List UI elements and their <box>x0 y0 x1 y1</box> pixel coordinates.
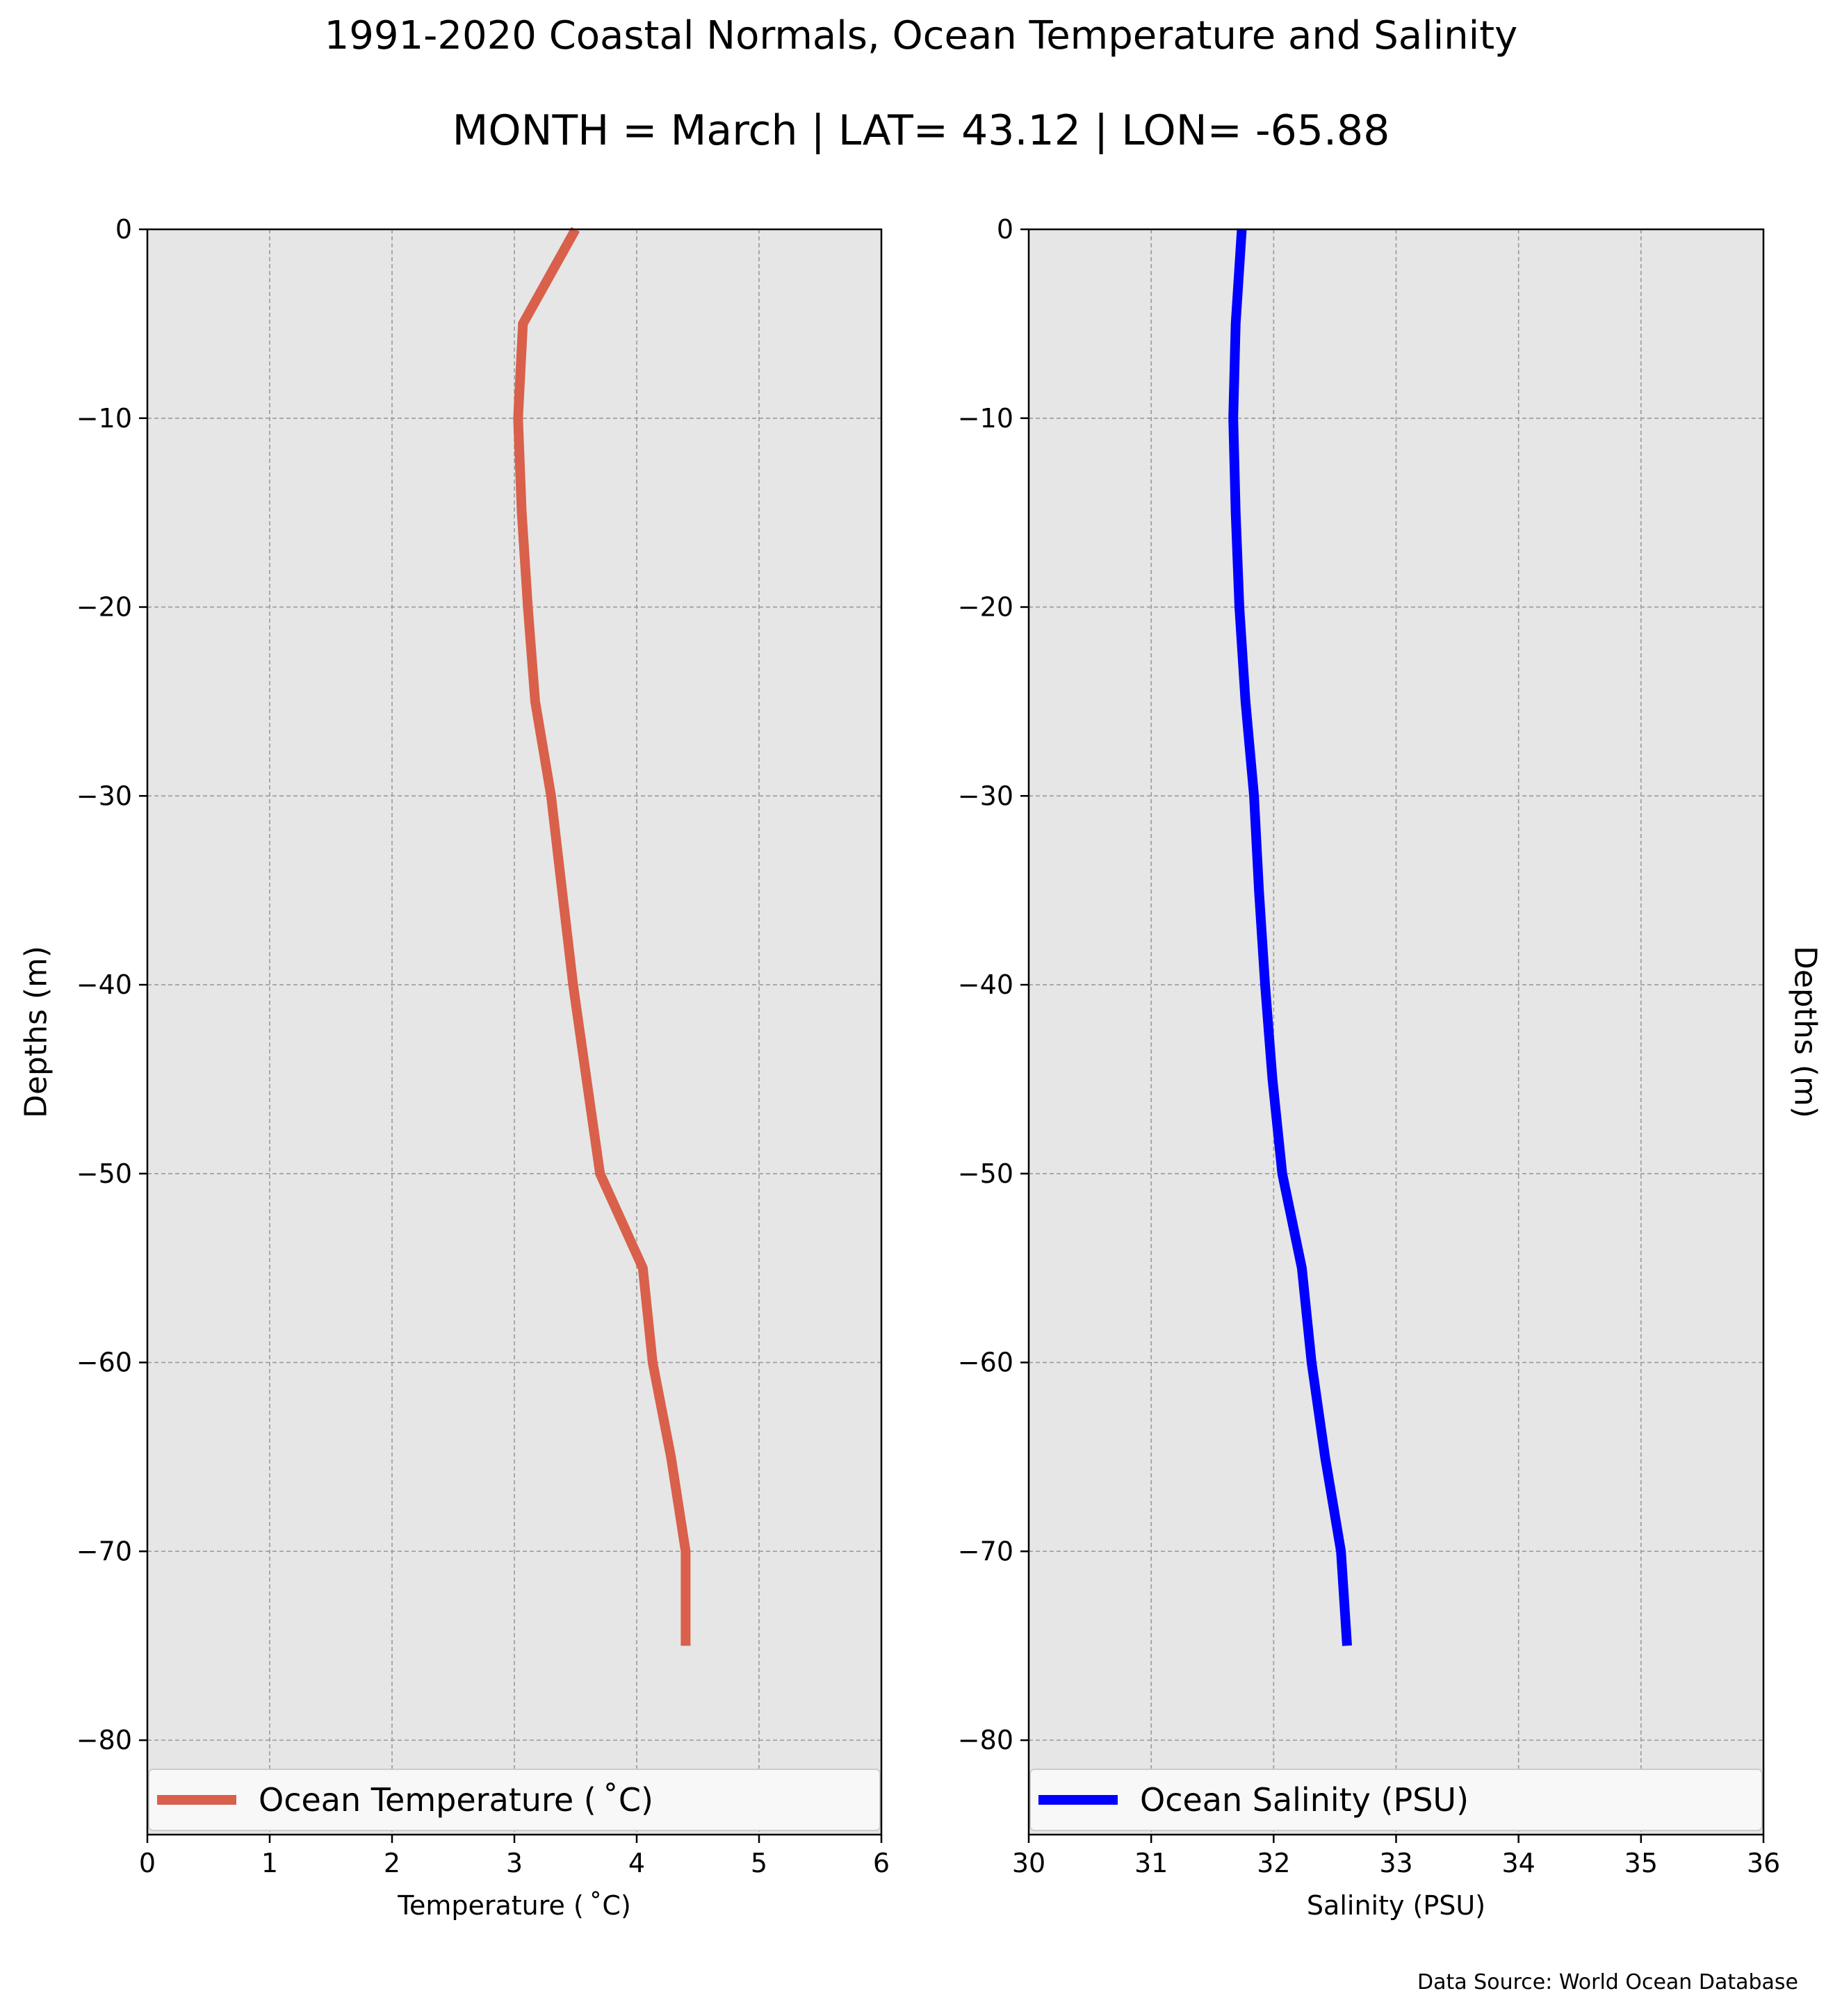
temperature-y-tick-label: −30 <box>76 780 132 811</box>
data-source-footer: Data Source: World Ocean Database <box>1417 1970 1798 1994</box>
temperature-x-tick-label: 4 <box>628 1848 645 1878</box>
salinity-y-tick-label: −40 <box>958 969 1013 1000</box>
temperature-y-ticks: 0 −10 −20 −30 −40 −50 −60 −70 −80 <box>76 214 147 1755</box>
salinity-y-axis-label: Depths (m) <box>1788 946 1823 1118</box>
salinity-y-tick-label: −70 <box>958 1536 1013 1566</box>
figure-title: 1991-2020 Coastal Normals, Ocean Tempera… <box>325 13 1518 58</box>
salinity-legend: Ocean Salinity (PSU) <box>1029 1769 1763 1831</box>
temperature-y-tick-label: −40 <box>76 969 132 1000</box>
salinity-x-tick-label: 34 <box>1501 1848 1535 1878</box>
salinity-x-ticks: 30 31 32 33 34 35 36 <box>1012 1835 1780 1878</box>
temperature-x-axis-label: Temperature ( ˚C) <box>397 1890 631 1921</box>
salinity-x-tick-label: 31 <box>1134 1848 1168 1878</box>
salinity-y-tick-label: −50 <box>958 1158 1013 1189</box>
temperature-y-tick-label: −50 <box>76 1158 132 1189</box>
temperature-x-ticks: 0 1 2 3 4 5 6 <box>139 1835 890 1878</box>
temperature-x-tick-label: 2 <box>384 1848 400 1878</box>
temperature-x-tick-label: 6 <box>873 1848 890 1878</box>
salinity-x-tick-label: 35 <box>1624 1848 1658 1878</box>
figure-subtitle: MONTH = March | LAT= 43.12 | LON= -65.88 <box>453 106 1390 155</box>
salinity-x-tick-label: 30 <box>1012 1848 1045 1878</box>
temperature-y-tick-label: −70 <box>76 1536 132 1566</box>
salinity-series-line <box>1228 229 1352 1646</box>
salinity-legend-box <box>1029 1769 1763 1831</box>
salinity-y-tick-label: 0 <box>997 214 1013 245</box>
temperature-series-line <box>513 227 691 1646</box>
temperature-y-tick-label: 0 <box>115 214 132 245</box>
salinity-y-tick-label: −30 <box>958 780 1013 811</box>
salinity-x-tick-label: 32 <box>1257 1848 1290 1878</box>
temperature-legend: Ocean Temperature ( ˚C) <box>148 1769 881 1831</box>
salinity-y-ticks: 0 −10 −20 −30 −40 −50 −60 −70 −80 <box>958 214 1029 1755</box>
salinity-series <box>1228 229 1352 1646</box>
temperature-y-tick-label: −60 <box>76 1347 132 1378</box>
temperature-x-tick-label: 1 <box>261 1848 278 1878</box>
salinity-y-tick-label: −80 <box>958 1725 1013 1755</box>
temperature-y-tick-label: −20 <box>76 592 132 623</box>
temperature-panel: Ocean Temperature ( ˚C) 0 1 2 3 4 5 6 0 −10 −20 −… <box>19 214 890 1921</box>
salinity-x-tick-label: 33 <box>1379 1848 1412 1878</box>
salinity-y-tick-label: −10 <box>958 403 1013 434</box>
temperature-y-tick-label: −80 <box>76 1725 132 1755</box>
temperature-series <box>513 227 691 1646</box>
salinity-y-tick-label: −20 <box>958 592 1013 623</box>
salinity-x-tick-label: 36 <box>1747 1848 1780 1878</box>
salinity-x-axis-label: Salinity (PSU) <box>1307 1890 1485 1921</box>
salinity-y-tick-label: −60 <box>958 1347 1013 1378</box>
temperature-legend-box <box>148 1769 881 1831</box>
temperature-x-tick-label: 5 <box>751 1848 767 1878</box>
temperature-y-tick-label: −10 <box>76 403 132 434</box>
salinity-panel: Ocean Salinity (PSU) 30 31 32 33 34 35 36 0 −10… <box>958 214 1823 1921</box>
temperature-y-axis-label: Depths (m) <box>19 946 54 1118</box>
temperature-x-tick-label: 3 <box>506 1848 523 1878</box>
temperature-x-tick-label: 0 <box>139 1848 156 1878</box>
salinity-gridlines <box>1028 229 1764 1835</box>
temperature-legend-label: Ocean Temperature ( ˚C) <box>259 1781 653 1819</box>
salinity-legend-label: Ocean Salinity (PSU) <box>1140 1781 1469 1819</box>
